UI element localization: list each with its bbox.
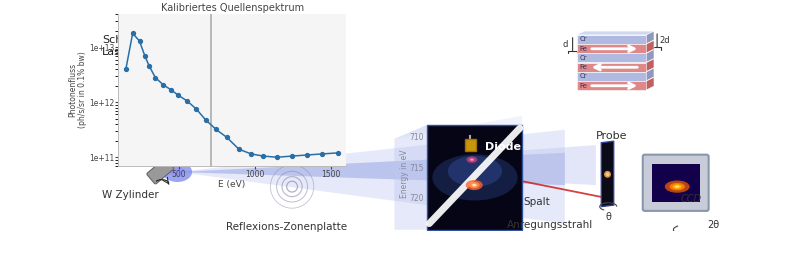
Ellipse shape <box>670 183 685 190</box>
Text: Reflexions-Zonenplatte: Reflexions-Zonenplatte <box>226 222 348 232</box>
Text: Cr: Cr <box>579 73 587 79</box>
Title: Kalibriertes Quellenspektrum: Kalibriertes Quellenspektrum <box>161 3 304 13</box>
Ellipse shape <box>432 154 518 200</box>
Text: Cr: Cr <box>579 36 587 42</box>
Text: Fe: Fe <box>579 83 587 89</box>
Text: θ: θ <box>606 212 611 222</box>
Polygon shape <box>646 59 654 71</box>
Polygon shape <box>427 125 523 230</box>
Text: Scheiben-
Laser: Scheiben- Laser <box>102 35 157 57</box>
FancyBboxPatch shape <box>464 139 476 151</box>
Text: Fe: Fe <box>579 64 587 70</box>
Polygon shape <box>577 81 646 90</box>
Text: 720: 720 <box>409 195 423 203</box>
Polygon shape <box>646 68 654 81</box>
Text: Energy in eV: Energy in eV <box>400 149 409 198</box>
Ellipse shape <box>469 182 479 188</box>
Text: Diode: Diode <box>485 142 521 152</box>
Ellipse shape <box>473 184 475 186</box>
Text: Laser Plasma: Laser Plasma <box>184 153 252 163</box>
Text: Fe: Fe <box>579 46 587 52</box>
Polygon shape <box>577 53 646 62</box>
Text: 715: 715 <box>409 164 423 173</box>
Polygon shape <box>523 145 596 185</box>
Polygon shape <box>395 125 427 230</box>
Ellipse shape <box>467 156 477 163</box>
Polygon shape <box>577 72 646 81</box>
Polygon shape <box>646 31 654 44</box>
Polygon shape <box>646 49 654 62</box>
Polygon shape <box>577 31 654 35</box>
Ellipse shape <box>469 158 475 161</box>
Text: 2θ: 2θ <box>707 220 720 230</box>
Ellipse shape <box>466 180 483 190</box>
Polygon shape <box>177 153 565 185</box>
Ellipse shape <box>169 167 185 177</box>
X-axis label: E (eV): E (eV) <box>218 180 246 189</box>
Ellipse shape <box>471 183 477 187</box>
Polygon shape <box>577 44 646 53</box>
FancyBboxPatch shape <box>652 163 700 202</box>
Text: Spalt: Spalt <box>523 197 550 207</box>
Polygon shape <box>646 77 654 90</box>
Text: CCD: CCD <box>681 194 702 204</box>
Text: Cr: Cr <box>579 55 587 61</box>
FancyBboxPatch shape <box>642 155 709 211</box>
Ellipse shape <box>165 109 194 119</box>
Text: 710: 710 <box>409 133 423 142</box>
Text: 2d: 2d <box>659 36 670 45</box>
Text: Probe: Probe <box>595 131 627 141</box>
Ellipse shape <box>471 159 473 160</box>
Ellipse shape <box>604 171 611 178</box>
Polygon shape <box>177 130 565 224</box>
Ellipse shape <box>665 181 690 193</box>
Y-axis label: Photonenfluss
(ph/s/sr in 0.1% bw): Photonenfluss (ph/s/sr in 0.1% bw) <box>68 52 87 128</box>
Ellipse shape <box>675 185 680 188</box>
Polygon shape <box>577 63 646 71</box>
Text: d: d <box>563 40 568 49</box>
Ellipse shape <box>448 156 502 187</box>
FancyBboxPatch shape <box>147 159 173 184</box>
Text: W Zylinder: W Zylinder <box>102 190 159 200</box>
Ellipse shape <box>673 184 682 189</box>
Polygon shape <box>602 141 614 207</box>
Polygon shape <box>646 40 654 53</box>
Ellipse shape <box>606 172 610 176</box>
Polygon shape <box>395 116 523 139</box>
Text: Anregungsstrahl: Anregungsstrahl <box>507 220 593 230</box>
Polygon shape <box>577 35 646 44</box>
Ellipse shape <box>163 162 192 182</box>
